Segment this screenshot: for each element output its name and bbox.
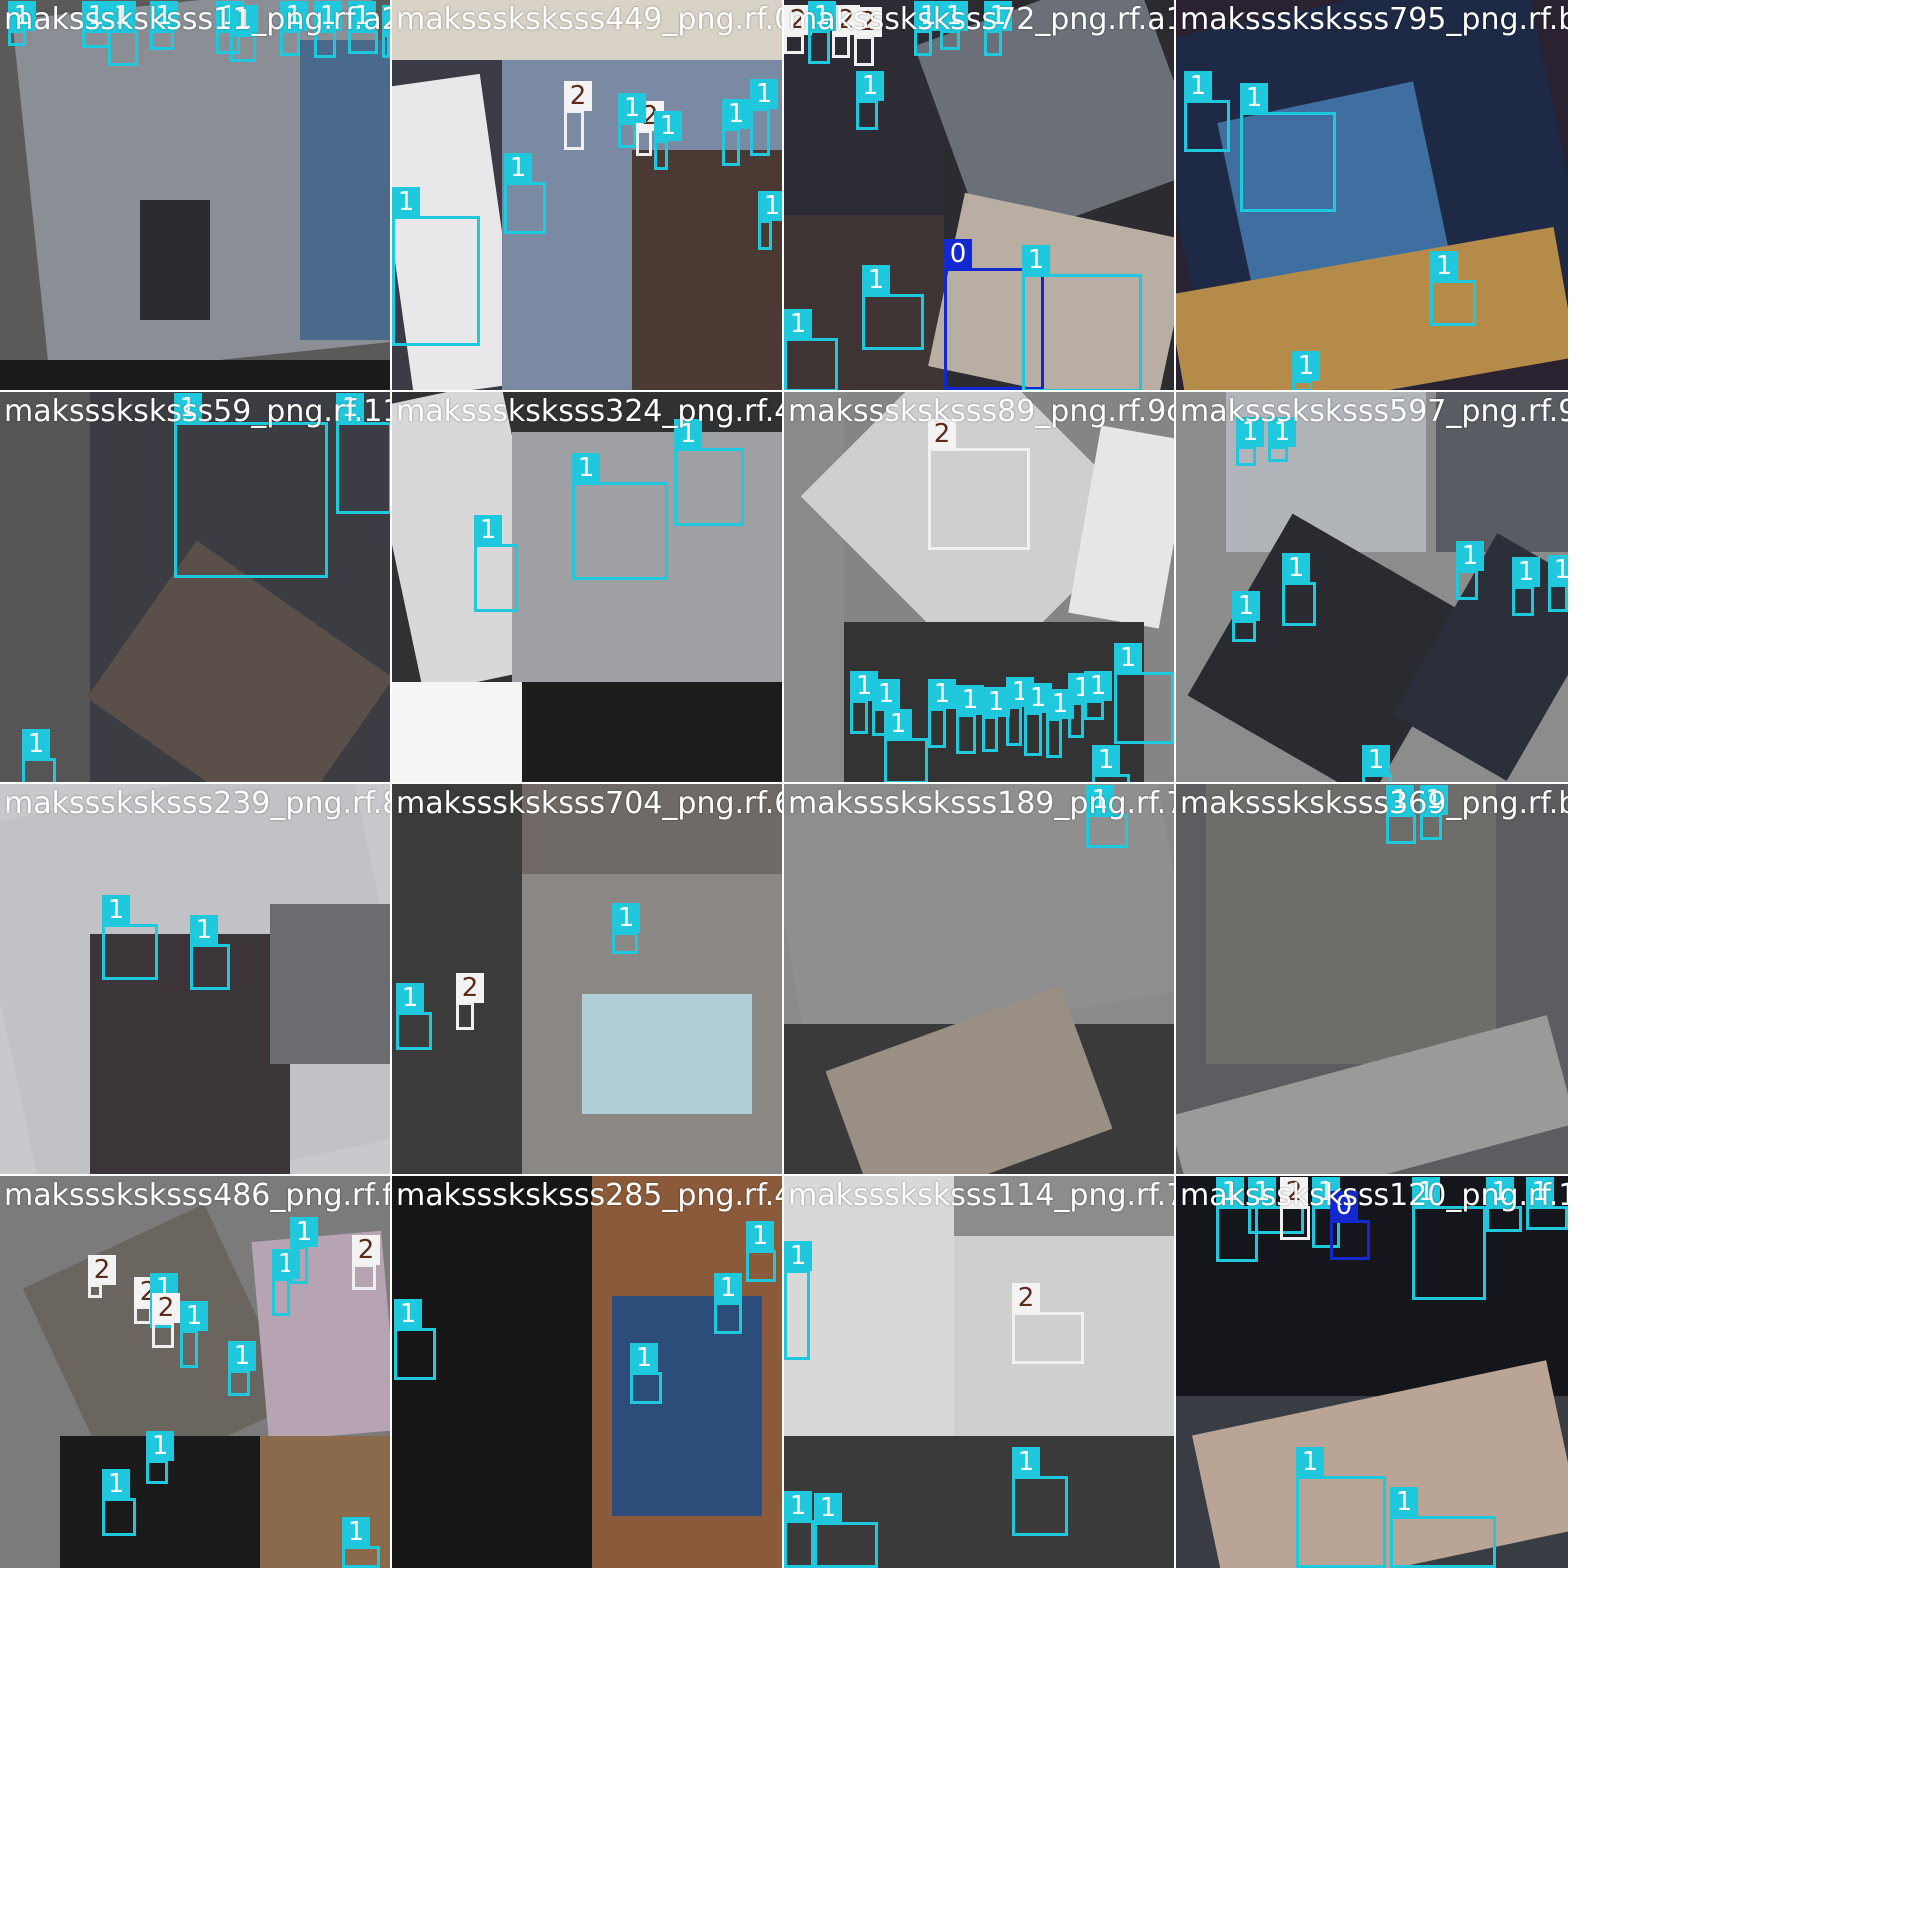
photo-region — [784, 215, 944, 390]
photo-region — [784, 1436, 1174, 1568]
mosaic-tile: maksssksksss114_png.rf.78612111 — [784, 1176, 1174, 1568]
photo-region — [844, 622, 1144, 782]
mosaic-tile: maksssksksss72_png.rf.a1 2 2 2 1 1 1 1 1 1 1 0 1 — [784, 0, 1174, 390]
photo-region — [784, 392, 844, 782]
photo-region — [392, 0, 782, 60]
mosaic-tile: maksssksksss449_png.rf.0b 2 2 1 1 1 1 1 1 1 — [392, 0, 782, 390]
mosaic-tile: maksssksksss11_png.rf.a2ac0d8a73ecc6b86e… — [0, 0, 390, 390]
photo-region — [392, 682, 522, 782]
photo-region — [392, 1176, 592, 1568]
photo-region — [270, 904, 390, 1064]
photo-region — [1226, 392, 1426, 552]
photo-region — [954, 1236, 1174, 1466]
photo-region — [512, 432, 782, 702]
mosaic-tile: maksssksksss704_png.rf.6b 1 2 1 — [392, 784, 782, 1174]
mosaic-grid: maksssksksss11_png.rf.a2ac0d8a73ecc6b86e… — [0, 0, 1568, 1568]
photo-region — [260, 1436, 390, 1568]
photo-region — [0, 392, 90, 782]
mosaic-tile: maksssksksss597_png.rf.9e 1 1 1 1 1 1 1 1 — [1176, 392, 1568, 782]
class-id-tag: 1 — [940, 1, 968, 31]
mosaic-tile: maksssksksss324_png.rf.48 1 1 1 — [392, 392, 782, 782]
photo-region — [632, 150, 782, 390]
mosaic-tile: maksssksksss486_png.rf.fc4 2 2 2 1 1 1 1 1 1 1 1 2 — [0, 1176, 390, 1568]
photo-region — [90, 934, 290, 1174]
mosaic-tile: maksssksksss369_png.rf.b1 1 1 — [1176, 784, 1568, 1174]
photo-region — [522, 682, 782, 782]
photo-region — [392, 784, 522, 1174]
mosaic-tile: maksssksksss120_png.rf.1b 1 1 2 1 0 1 1 1 1 1 — [1176, 1176, 1568, 1568]
photo-region — [612, 1296, 762, 1516]
photo-region — [1436, 392, 1568, 552]
photo-region — [582, 994, 752, 1114]
mosaic-tile: maksssksksss285_png.rf.46 1 1 1 1 — [392, 1176, 782, 1568]
photo-region — [784, 0, 944, 215]
photo-region — [0, 360, 390, 390]
photo-region — [1206, 784, 1496, 1064]
photo-region — [60, 1436, 260, 1568]
photo-region — [140, 200, 210, 320]
photo-region — [928, 192, 1174, 390]
mosaic-tile: maksssksksss239_png.rf.86 1 1 — [0, 784, 390, 1174]
photo-region — [300, 40, 390, 340]
mosaic-tile: maksssksksss795_png.rf.b9 1 1 1 1 — [1176, 0, 1568, 390]
mosaic-tile: maksssksksss189_png.rf.76 1 — [784, 784, 1174, 1174]
photo-region — [1176, 1176, 1568, 1396]
mosaic-tile: maksssksksss59_png.rf.116 1 1 1 — [0, 392, 390, 782]
photo-region — [251, 1230, 390, 1442]
class-id-tag: 1 — [382, 5, 390, 35]
mosaic-tile: maksssksksss89_png.rf.9c 2 1 1 1 1 1 1 1 1 1 1 1 1 1 — [784, 392, 1174, 782]
